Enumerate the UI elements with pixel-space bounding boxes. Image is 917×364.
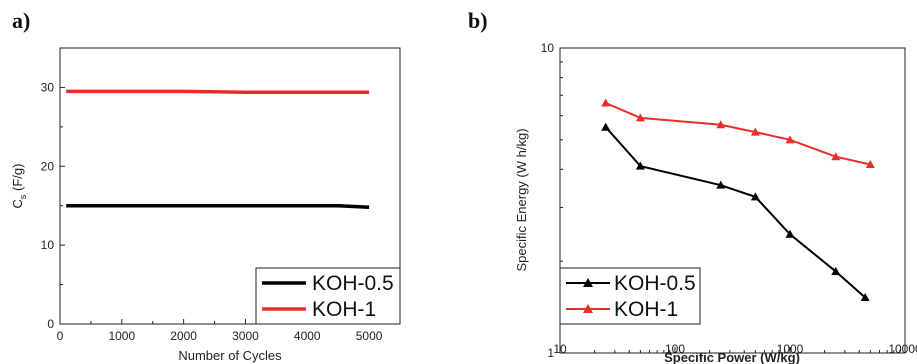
chart-a-x-tick-label: 0	[57, 329, 64, 343]
panel-b-label: b)	[468, 8, 488, 33]
chart-a-y-tick-label: 10	[41, 238, 55, 252]
chart-b-y-axis-label: Specific Energy (W h/kg)	[514, 128, 529, 271]
chart-b-point-koh-0-5	[860, 293, 870, 302]
chart-a-series-line-koh-0-5	[66, 203, 370, 210]
chart-a-series-line-koh-1	[66, 89, 370, 94]
chart-a-x-tick-label: 1000	[108, 329, 135, 343]
chart-a-x-axis-label: Number of Cycles	[178, 348, 282, 363]
chart-b-legend: KOH-0.5 KOH-1	[559, 267, 701, 325]
chart-b-point-koh-0-5	[716, 180, 726, 189]
chart-b-x-axis-label: Specific Power (W/kg)	[664, 350, 800, 364]
chart-b-x-tick-label: 10	[553, 342, 567, 356]
chart-b-frame	[559, 47, 906, 354]
chart-b-legend-box	[559, 267, 701, 325]
chart-a-y-ticks: 0 10 20 30	[41, 80, 65, 331]
chart-b-point-koh-0-5	[601, 122, 611, 131]
chart-a-y-tick-label: 30	[41, 80, 55, 94]
chart-b-point-koh-0-5	[831, 267, 841, 276]
chart-b-x-ticks: 10100100010000	[553, 342, 917, 356]
chart-a-legend-label-koh-1: KOH-1	[312, 298, 376, 321]
chart-b-x-tick-label: 1000	[777, 342, 804, 356]
chart-a-frame	[59, 47, 401, 325]
chart-a: 0 1000 2000 3000 4000 5000 0 10 20 30 Number of …	[10, 47, 401, 363]
chart-b-series-line-koh-1	[605, 102, 871, 166]
chart-a-y-axis-label-main: C	[10, 199, 25, 208]
chart-b-legend-label-koh-0-5: KOH-0.5	[614, 272, 696, 295]
chart-a-x-tick-label: 3000	[232, 329, 259, 343]
chart-b-point-koh-0-5	[750, 192, 760, 201]
chart-b-point-koh-1	[865, 159, 875, 168]
chart-a-y-tick-label: 20	[41, 159, 55, 173]
chart-b-point-koh-1	[750, 127, 760, 136]
chart-a-series	[66, 89, 370, 210]
panel-a-label: a)	[12, 8, 30, 33]
chart-b-y-tick-label: 1	[547, 346, 554, 360]
chart-b-y-ticks: 110	[541, 41, 566, 360]
chart-b-legend-marker-koh-0-5	[583, 278, 593, 287]
chart-b-series	[601, 98, 875, 302]
chart-b-point-koh-1	[831, 152, 841, 161]
chart-a-legend-label-koh-0-5: KOH-0.5	[312, 272, 394, 295]
chart-b-legend-marker-koh-1	[583, 304, 593, 313]
chart-b-x-tick-label: 10000	[888, 342, 917, 356]
chart-b-point-koh-1	[601, 98, 611, 107]
chart-a-y-axis-label-sub: s	[18, 194, 28, 199]
chart-b: 10100100010000 110 Specific Power (W/kg)…	[514, 41, 917, 364]
chart-a-y-tick-label: 0	[47, 317, 54, 331]
chart-a-x-tick-label: 4000	[294, 329, 321, 343]
chart-b-point-koh-1	[785, 135, 795, 144]
chart-a-y-axis-label: Cs (F/g)	[10, 164, 28, 209]
chart-b-point-koh-0-5	[785, 229, 795, 238]
chart-b-legend-label-koh-1: KOH-1	[614, 298, 678, 321]
chart-a-x-tick-label: 2000	[170, 329, 197, 343]
chart-a-legend: KOH-0.5 KOH-1	[255, 267, 401, 325]
chart-b-point-koh-1	[635, 113, 645, 122]
chart-b-point-koh-1	[716, 120, 726, 129]
chart-a-legend-box	[255, 267, 401, 325]
chart-a-y-axis-label-unit: (F/g)	[10, 164, 25, 195]
chart-a-x-ticks: 0 1000 2000 3000 4000 5000	[57, 319, 383, 343]
chart-b-y-tick-label: 10	[541, 41, 555, 55]
chart-a-x-tick-label: 5000	[356, 329, 383, 343]
chart-b-point-koh-0-5	[635, 161, 645, 170]
